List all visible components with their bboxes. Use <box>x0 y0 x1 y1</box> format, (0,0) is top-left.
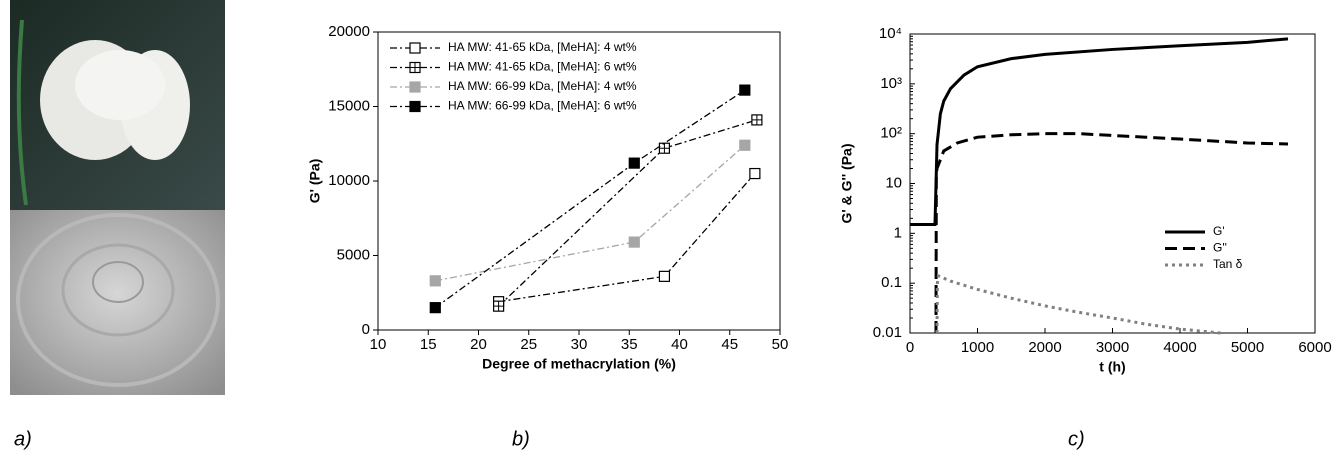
y-tick-label: 15000 <box>328 97 370 114</box>
x-tick-label: 6000 <box>1298 339 1331 356</box>
x-tick-label: 4000 <box>1163 339 1196 356</box>
x-tick-label: 1000 <box>961 339 994 356</box>
series-line <box>498 173 756 303</box>
marker <box>409 81 421 93</box>
chart: 0 1000 2000 3000 4000 5000 6000 0.01 0.1 1 10 10² 10… <box>839 25 1332 450</box>
x-axis-title: Degree of methacrylation (%) <box>482 356 676 372</box>
marker-cross <box>659 143 670 154</box>
marker <box>658 270 671 282</box>
marker <box>628 236 640 248</box>
y-tick-label: 10⁴ <box>879 25 902 42</box>
x-tick-label: 2000 <box>1028 339 1061 356</box>
y-tick-label: 0.01 <box>873 324 902 341</box>
y-tick-label: 10 <box>885 174 902 191</box>
y-axis-title: G' (Pa) <box>307 159 323 204</box>
x-tick-label: 30 <box>571 336 588 353</box>
legend-label: HA MW: 41-65 kDa, [MeHA]: 6 wt% <box>448 60 637 74</box>
y-tick-label: 10000 <box>328 172 370 189</box>
marker <box>429 275 441 287</box>
x-tick-label: 40 <box>671 336 688 353</box>
series-line <box>435 144 746 282</box>
y-tick-label: 10³ <box>880 75 902 92</box>
y-tick-label: 0.1 <box>881 274 902 291</box>
x-tick-label: 15 <box>420 336 437 353</box>
marker <box>429 302 441 314</box>
series-line <box>498 119 758 307</box>
x-tick-label: 20 <box>470 336 487 353</box>
legend-label: G' <box>1213 224 1225 238</box>
legend-label: HA MW: 66-99 kDa, [MeHA]: 6 wt% <box>448 99 637 113</box>
series-line <box>910 37 1289 227</box>
x-tick-label: 35 <box>621 336 638 353</box>
y-tick-label: 10² <box>880 125 902 142</box>
marker <box>749 167 761 180</box>
marker-cross <box>751 114 762 125</box>
marker <box>409 100 421 113</box>
marker <box>739 139 751 151</box>
marker <box>409 42 421 54</box>
y-axis-title: G' & G'' (Pa) <box>839 144 855 224</box>
x-tick-label: 5000 <box>1231 339 1264 356</box>
photo-a <box>10 0 225 395</box>
x-tick-label: 25 <box>520 336 537 353</box>
legend-label: Tan δ <box>1213 257 1243 271</box>
marker <box>628 157 640 169</box>
x-tick-label: 0 <box>906 339 914 356</box>
legend-label: G'' <box>1213 241 1227 255</box>
panel-label: b) <box>512 428 530 450</box>
x-axis-title: t (h) <box>1099 359 1125 375</box>
y-tick-label: 5000 <box>337 246 370 263</box>
marker-cross <box>410 62 420 73</box>
panel-label: a) <box>14 428 32 450</box>
y-tick-label: 20000 <box>328 23 370 40</box>
x-tick-label: 10 <box>370 336 387 353</box>
marker-cross <box>493 301 504 312</box>
y-tick-label: 1 <box>894 224 902 241</box>
x-tick-label: 45 <box>721 336 738 353</box>
chart: 10 15 20 25 30 35 40 45 50 0 5000 10000 15000 20000 De… <box>307 23 789 450</box>
x-tick-label: 3000 <box>1096 339 1129 356</box>
legend-label: HA MW: 41-65 kDa, [MeHA]: 4 wt% <box>448 40 637 54</box>
series-line <box>434 89 746 309</box>
legend-label: HA MW: 66-99 kDa, [MeHA]: 4 wt% <box>448 79 637 93</box>
x-tick-label: 50 <box>772 336 789 353</box>
series-line <box>935 273 1221 335</box>
y-tick-label: 0 <box>362 321 370 338</box>
panel-label: c) <box>1068 428 1085 450</box>
marker <box>739 84 751 96</box>
series-line <box>934 132 1289 334</box>
